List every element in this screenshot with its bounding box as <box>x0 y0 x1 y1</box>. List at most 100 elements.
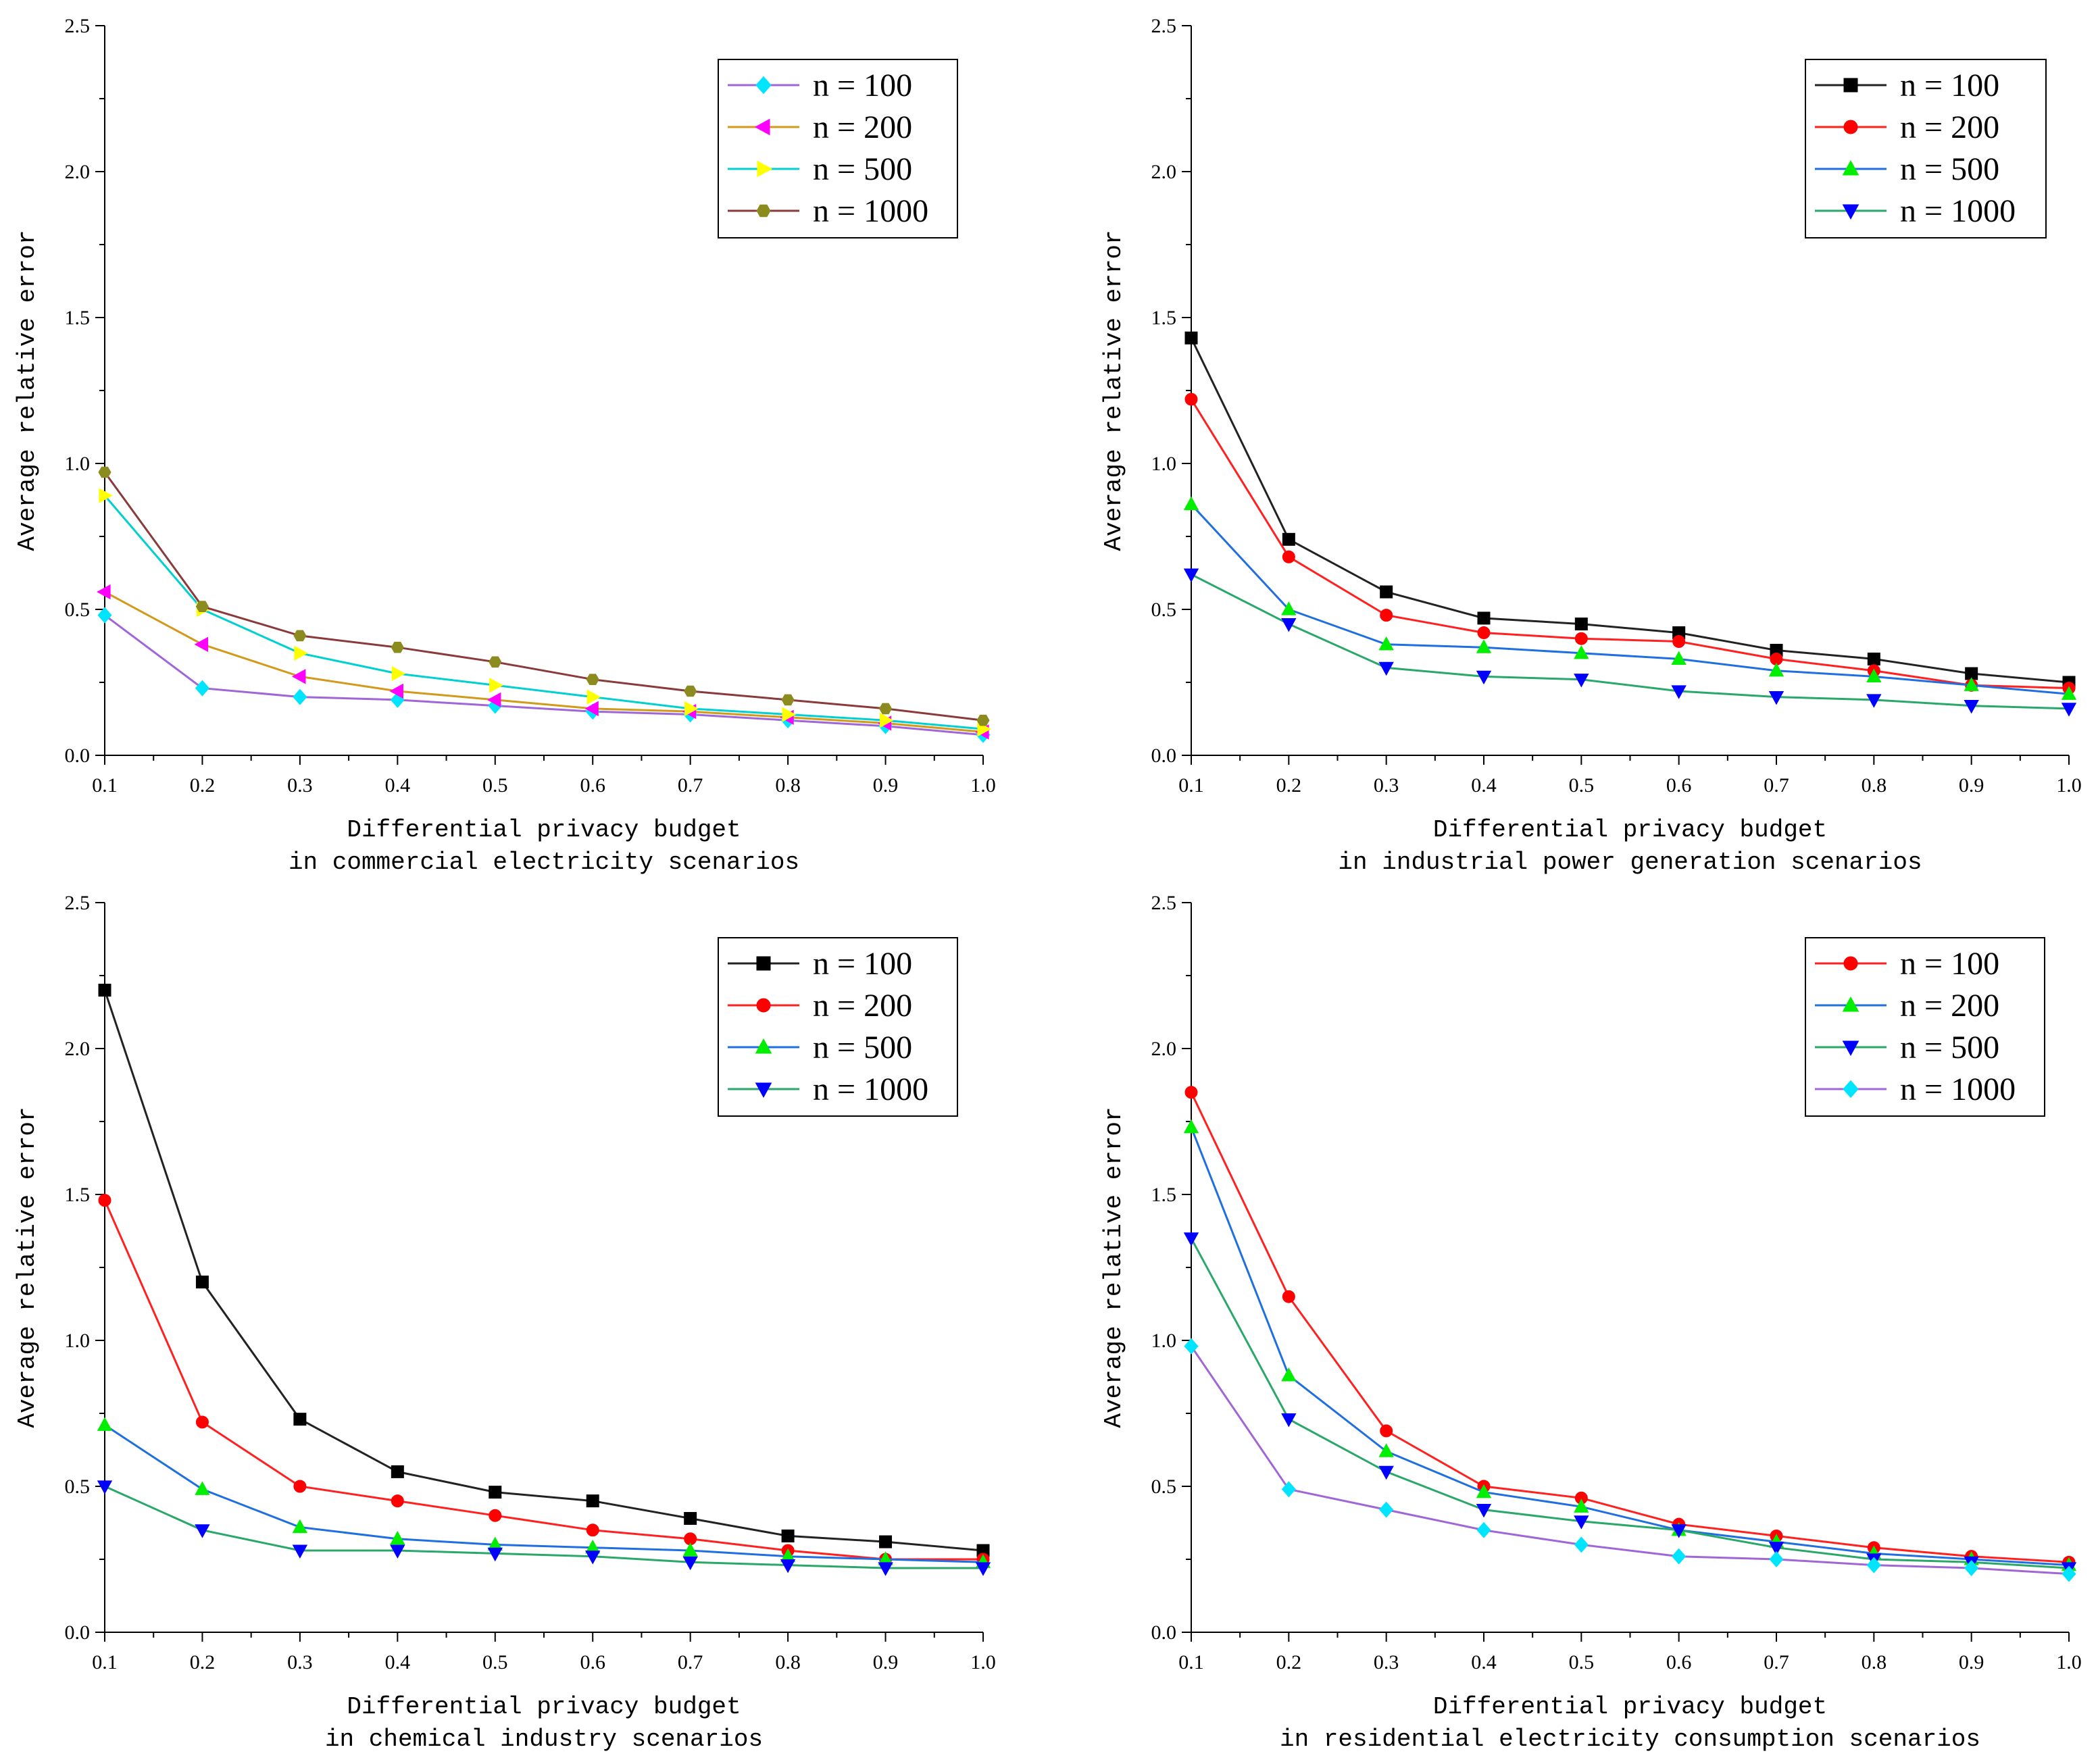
data-point <box>1768 691 1784 705</box>
legend-swatch-marker <box>1843 956 1858 971</box>
x-tick-label: 0.2 <box>1276 774 1302 797</box>
data-point <box>879 712 894 728</box>
series-n500 <box>99 488 991 737</box>
data-point <box>97 1417 113 1431</box>
series-line <box>1190 1127 2070 1567</box>
series-n1000 <box>1184 1338 2076 1582</box>
data-point <box>975 1562 991 1576</box>
y-tick-label: 2.0 <box>65 161 91 183</box>
data-point <box>98 466 111 478</box>
legend: n = 100 n = 200 n = 500 n = 1000 <box>1805 937 2045 1117</box>
y-tick-label: 0.0 <box>65 745 91 767</box>
series-n200 <box>98 1194 990 1566</box>
x-tick-label: 0.9 <box>1959 774 1984 797</box>
data-point <box>1282 532 1295 546</box>
x-tick-label: 0.8 <box>1862 1651 1887 1673</box>
data-point <box>2062 1565 2076 1582</box>
chart-panel-3: 0.0 0.5 1.0 1.5 2.0 2.5 0.1 0.2 0.3 0.4 0.5 0.6 0.7 0… <box>14 892 996 1753</box>
data-point <box>1477 626 1491 640</box>
series-line <box>1190 1345 2070 1576</box>
x-tick-label: 0.2 <box>190 1651 216 1673</box>
data-point <box>391 641 404 653</box>
legend-swatch-marker <box>756 956 771 971</box>
legend-label: n = 100 <box>1900 946 1999 982</box>
data-point <box>1964 699 1979 714</box>
data-point <box>195 1415 209 1429</box>
legend-label: n = 1000 <box>813 1072 928 1107</box>
data-point <box>97 1480 113 1494</box>
data-point <box>98 984 111 997</box>
x-tick-label: 0.9 <box>873 1651 899 1673</box>
legend-label: n = 200 <box>1900 988 1999 1024</box>
series-line <box>1190 337 2070 684</box>
y-tick-label: 0.5 <box>1151 1476 1177 1498</box>
data-point <box>1183 1119 1199 1134</box>
data-point <box>1574 674 1589 688</box>
data-point <box>1380 609 1393 622</box>
series-line <box>1190 399 2070 690</box>
series-n500 <box>1183 496 2077 700</box>
data-point <box>782 707 796 722</box>
y-tick-label: 2.5 <box>1151 892 1177 914</box>
data-point <box>1184 1338 1199 1355</box>
data-point <box>1574 632 1588 645</box>
data-point <box>780 1559 796 1573</box>
data-point <box>1964 677 1979 691</box>
data-point <box>1184 393 1198 406</box>
data-point <box>1671 1524 1687 1538</box>
legend: n = 100 n = 200 n = 500 n = 1000 <box>718 937 958 1117</box>
legend-label: n = 100 <box>1900 68 1999 103</box>
y-tick-label: 2.0 <box>65 1038 91 1060</box>
data-point <box>1574 645 1589 659</box>
data-point <box>1866 668 1882 682</box>
x-tick-label: 0.5 <box>1569 774 1595 797</box>
data-point <box>1476 639 1492 653</box>
x-tick-label: 0.5 <box>482 1651 508 1673</box>
legend-label: n = 100 <box>813 946 912 982</box>
data-point <box>489 656 502 668</box>
x-tick-label: 0.8 <box>1862 774 1887 797</box>
data-point <box>1184 331 1198 345</box>
x-axis-label: Differential privacy budget <box>1433 816 1827 844</box>
legend-label: n = 200 <box>1900 109 1999 145</box>
legend-swatch-marker <box>1842 204 1859 220</box>
x-tick-label: 0.7 <box>678 774 703 797</box>
x-tick-label: 1.0 <box>2056 1651 2082 1673</box>
data-point <box>1768 1542 1784 1556</box>
x-tick-label: 0.9 <box>873 774 899 797</box>
series-n200 <box>1183 1119 2077 1571</box>
data-point <box>1574 1515 1589 1530</box>
x-axis-caption: in chemical industry scenarios <box>325 1725 763 1753</box>
series-line <box>1190 1092 2070 1563</box>
x-axis-caption: in commercial electricity scenarios <box>289 849 799 876</box>
y-tick-label: 1.5 <box>65 307 91 329</box>
x-tick-label: 0.2 <box>1276 1651 1302 1673</box>
data-point <box>682 1542 698 1557</box>
data-point <box>99 488 113 503</box>
data-point <box>486 692 501 708</box>
data-point <box>1378 1443 1394 1457</box>
series-line <box>104 614 984 736</box>
data-point <box>1867 652 1880 665</box>
y-tick-label: 2.5 <box>1151 15 1177 37</box>
data-point <box>584 701 599 717</box>
data-point <box>1378 1465 1394 1480</box>
series-line <box>103 990 984 1552</box>
data-point <box>389 683 403 699</box>
data-point <box>1574 1536 1589 1553</box>
legend: n = 100 n = 200 n = 500 n = 1000 <box>718 59 958 238</box>
legend: n = 100 n = 200 n = 500 n = 1000 <box>1805 59 2047 238</box>
x-tick-label: 0.1 <box>1178 1651 1204 1673</box>
data-point <box>781 694 795 706</box>
x-tick-label: 0.5 <box>1569 1651 1595 1673</box>
y-tick-label: 2.5 <box>65 892 91 914</box>
x-tick-label: 0.4 <box>1471 1651 1497 1673</box>
data-point <box>487 1547 503 1562</box>
x-tick-label: 1.0 <box>970 774 996 797</box>
legend-swatch-marker <box>1843 1080 1859 1099</box>
data-point <box>292 1519 308 1534</box>
x-axis-label: Differential privacy budget <box>347 816 741 844</box>
chart-panel-1: 0.0 0.5 1.0 1.5 2.0 2.5 0.1 0.2 0.3 0.4 0.5 0.6 0.7 0… <box>14 15 996 876</box>
legend-swatch-marker <box>755 1082 772 1099</box>
y-axis-label: Average relative error <box>1100 1107 1128 1428</box>
